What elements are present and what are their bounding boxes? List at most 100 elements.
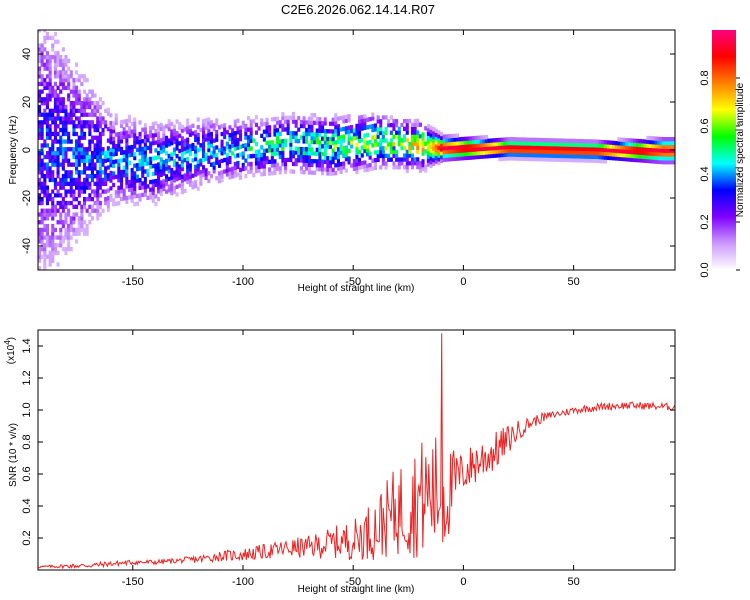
heatmap-cell (202, 119, 206, 124)
heatmap-cell (180, 159, 184, 164)
heatmap-cell (53, 247, 57, 252)
heatmap-cell (426, 143, 430, 148)
heatmap-cell (67, 243, 71, 248)
heatmap-cell (397, 142, 401, 147)
heatmap-cell (373, 134, 377, 140)
colorbar-tick-label: 0.0 (699, 262, 711, 277)
heatmap-cell (492, 142, 496, 147)
heatmap-cell (61, 247, 65, 252)
heatmap-cell (53, 185, 57, 190)
heatmap-cell (45, 151, 49, 156)
heatmap-cell (43, 262, 47, 267)
heatmap-cell (265, 117, 269, 123)
heatmap-cell (72, 181, 76, 186)
heatmap-cell (38, 108, 42, 113)
heatmap-cell (133, 163, 137, 168)
heatmap-cell (93, 151, 97, 156)
heatmap-cell (77, 135, 81, 140)
heatmap-cell (336, 154, 340, 160)
heatmap-cell (157, 154, 161, 160)
heatmap-cell (492, 153, 496, 158)
heatmap-cell (627, 153, 631, 158)
heatmap-cell (284, 119, 288, 124)
heatmap-cell (249, 123, 253, 128)
heatmap-cell (328, 136, 332, 142)
heatmap-cell (59, 78, 63, 83)
heatmap-cell (421, 140, 425, 145)
heatmap-cell (646, 147, 650, 152)
heatmap-cell (157, 181, 161, 186)
heatmap-cell (654, 140, 658, 145)
heatmap-cell (51, 47, 55, 52)
heatmap-cell (273, 132, 277, 137)
heatmap-cell (98, 112, 102, 117)
heatmap-cell (617, 156, 621, 161)
heatmap-cell (485, 138, 489, 144)
heatmap-cell (450, 149, 454, 154)
heatmap-cell (315, 159, 319, 164)
heatmap-cell (569, 142, 573, 147)
heatmap-cell (286, 115, 290, 120)
heatmap-cell (559, 138, 563, 143)
heatmap-cell (590, 139, 594, 144)
heatmap-cell (323, 144, 327, 149)
heatmap-cell (80, 112, 84, 117)
heatmap-cell (40, 135, 44, 140)
heatmap-cell (194, 183, 198, 189)
heatmap-cell (416, 118, 420, 124)
heatmap-cell (622, 149, 626, 154)
heatmap-cell (418, 161, 422, 166)
heatmap-cell (59, 235, 63, 240)
heatmap-cell (112, 121, 116, 126)
heatmap-cell (471, 139, 475, 145)
heatmap-cell (69, 174, 73, 179)
heatmap-cell (120, 181, 124, 186)
heatmap-cell (212, 169, 216, 174)
heatmap-cell (72, 216, 76, 221)
heatmap-cell (109, 140, 113, 145)
heatmap-cell (310, 116, 314, 121)
heatmap-cell (101, 162, 105, 167)
heatmap-cell (487, 138, 491, 143)
heatmap-cell (170, 183, 174, 188)
heatmap-cell (215, 145, 219, 150)
heatmap-cell (178, 125, 182, 131)
heatmap-cell (440, 155, 444, 160)
heatmap-cell (519, 137, 523, 142)
heatmap-cell (80, 131, 84, 137)
heatmap-cell (40, 74, 44, 79)
heatmap-cell (331, 156, 335, 161)
heatmap-cell (209, 131, 213, 137)
heatmap-cell (80, 216, 84, 221)
heatmap-cell (45, 197, 49, 202)
heatmap-cell (120, 135, 124, 140)
heatmap-cell (530, 149, 534, 154)
heatmap-cell (426, 127, 430, 133)
heatmap-cell (672, 148, 675, 153)
heatmap-cell (360, 118, 364, 124)
heatmap-cell (389, 149, 393, 155)
heatmap-cell (519, 152, 523, 157)
heatmap-cell (162, 171, 166, 176)
heatmap-cell (609, 140, 613, 145)
heatmap-cell (90, 174, 94, 179)
heatmap-cell (64, 247, 68, 252)
heatmap-cell (53, 193, 57, 198)
heatmap-cell (582, 150, 586, 155)
heatmap-cell (596, 139, 600, 144)
heatmap-cell (85, 154, 89, 160)
heatmap-cell (141, 146, 145, 152)
heatmap-cell (405, 168, 409, 174)
heatmap-cell (455, 141, 459, 146)
heatmap-cell (268, 159, 272, 164)
heatmap-cell (649, 143, 653, 148)
heatmap-cell (291, 161, 295, 167)
heatmap-cell (239, 129, 243, 134)
heatmap-cell (127, 130, 131, 135)
heatmap-cell (67, 170, 71, 175)
heatmap-cell (38, 197, 42, 202)
heatmap-cell (48, 112, 52, 117)
heatmap-cell (43, 112, 47, 117)
heatmap-cell (38, 170, 42, 175)
heatmap-cell (175, 142, 179, 147)
